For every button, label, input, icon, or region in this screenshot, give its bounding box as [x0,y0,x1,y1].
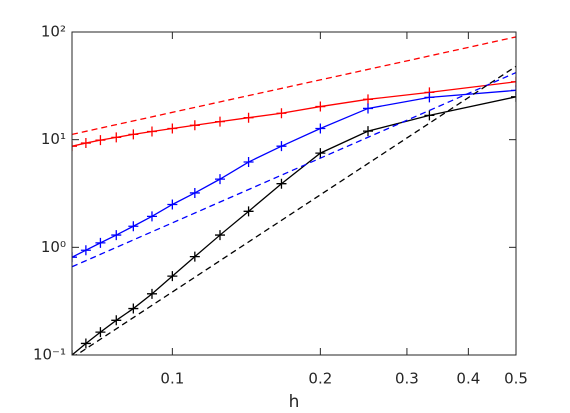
marker [189,187,200,198]
marker [146,211,157,222]
x-tick-label: 0.3 [395,370,419,388]
marker [363,126,373,137]
marker [511,85,516,96]
marker [72,252,77,263]
marker [315,123,326,134]
marker [167,199,178,210]
y-tick-label: 10¹ [41,130,66,148]
marker [189,251,200,262]
marker [111,315,122,326]
marker [276,108,287,119]
marker [80,138,91,149]
marker [315,101,326,112]
marker [80,245,91,256]
marker [128,303,139,314]
series-line [72,96,516,355]
marker [111,230,122,241]
marker [215,230,225,241]
marker [95,135,106,146]
axes-box [71,31,517,356]
x-tick-label: 0.5 [504,370,528,388]
series-line [75,65,516,355]
marker [128,129,139,140]
series-line [72,71,516,268]
marker [95,327,106,338]
y-tick-label: 10⁰ [41,238,66,256]
marker [95,237,106,248]
marker [111,132,122,143]
marker [511,76,516,87]
y-tick-label: 10⁻¹ [33,346,66,364]
marker [363,94,373,105]
marker [215,116,225,127]
plot-area [72,36,516,355]
series-line [72,36,516,136]
marker [315,148,326,159]
marker [167,271,178,282]
marker [276,141,287,152]
x-tick-label: 0.4 [456,370,480,388]
x-tick-label: 0.2 [308,370,332,388]
marker [146,288,157,299]
marker [276,178,287,189]
marker [72,141,77,152]
marker [215,174,225,185]
marker [424,110,435,121]
marker [363,103,373,114]
marker [146,126,157,137]
x-axis-label: h [289,392,300,412]
marker [424,92,435,103]
marker [511,91,516,102]
marker [167,123,178,134]
series-line [72,81,516,147]
marker [243,157,254,168]
marker [189,120,200,131]
y-tick-label: 10² [41,23,66,41]
marker [80,338,91,349]
marker [243,112,254,123]
marker [128,221,139,232]
x-tick-label: 0.1 [160,370,184,388]
marker [243,206,254,217]
